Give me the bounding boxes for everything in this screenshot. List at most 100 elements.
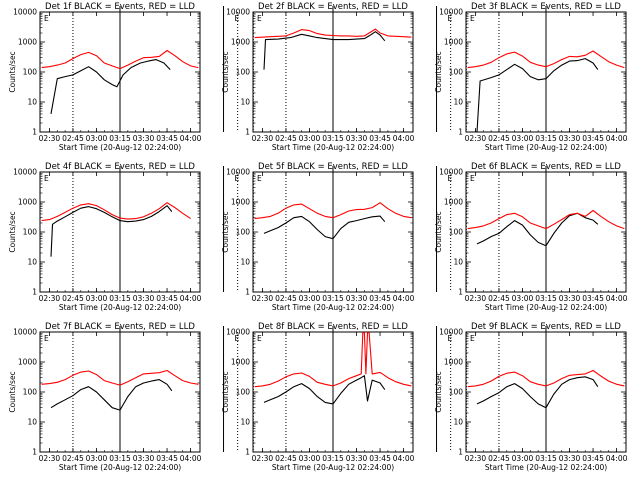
x-axis-label: Start Time (20-Aug-12 02:24:00) xyxy=(59,463,181,472)
x-tick-label: 03:30 xyxy=(133,134,155,143)
chart-panel: Det 7f BLACK = Events, RED = LLD11010010… xyxy=(8,322,254,472)
marker-label: E xyxy=(44,334,49,343)
y-tick-label: 10000 xyxy=(13,328,37,337)
x-tick-label: 03:45 xyxy=(156,294,178,303)
y-tick-label: 10000 xyxy=(439,8,463,17)
x-tick-label: 03:15 xyxy=(322,454,344,463)
x-tick-label: 03:00 xyxy=(512,134,534,143)
x-tick-label: 03:45 xyxy=(582,294,604,303)
x-tick-label: 03:30 xyxy=(346,454,368,463)
x-tick-label: 04:00 xyxy=(606,134,628,143)
x-tick-label: 03:30 xyxy=(133,294,155,303)
y-tick-label: 100 xyxy=(23,388,38,397)
y-tick-label: 100 xyxy=(449,68,464,77)
events-series-line xyxy=(263,215,386,240)
x-tick-label: 02:30 xyxy=(465,134,487,143)
y-tick-label: 10 xyxy=(453,98,463,107)
x-tick-label: 03:30 xyxy=(559,134,581,143)
x-tick-label: 03:00 xyxy=(299,294,321,303)
y-axis-label: Counts/sec xyxy=(434,51,443,92)
y-axis-label: Counts/sec xyxy=(8,51,17,92)
x-tick-label: 03:00 xyxy=(86,134,108,143)
chart-panel: Det 3f BLACK = Events, RED = LLD11010010… xyxy=(434,2,628,152)
y-tick-label: 10 xyxy=(27,418,37,427)
y-tick-label: 100 xyxy=(236,228,251,237)
x-tick-label: 02:30 xyxy=(465,294,487,303)
x-tick-label: 04:00 xyxy=(393,454,415,463)
lld-series-line xyxy=(41,49,199,70)
y-tick-label: 10 xyxy=(27,98,37,107)
x-tick-label: 04:00 xyxy=(180,134,202,143)
lld-series-line xyxy=(41,369,199,386)
x-tick-label: 02:45 xyxy=(488,294,510,303)
x-tick-label: 02:30 xyxy=(39,294,61,303)
y-tick-label: 10 xyxy=(453,258,463,267)
lld-series-line xyxy=(467,369,625,388)
y-axis-label: Counts/sec xyxy=(434,211,443,252)
marker-label: E xyxy=(257,334,262,343)
x-tick-label: 03:45 xyxy=(582,454,604,463)
x-tick-label: 02:45 xyxy=(275,134,297,143)
marker-label: E xyxy=(257,174,262,183)
x-tick-label: 03:15 xyxy=(322,134,344,143)
x-tick-label: 03:15 xyxy=(109,294,131,303)
x-tick-label: 03:15 xyxy=(535,454,557,463)
x-tick-label: 03:00 xyxy=(512,294,534,303)
events-series-line xyxy=(476,376,599,409)
x-axis-label: Start Time (20-Aug-12 02:24:00) xyxy=(59,303,181,312)
y-tick-label: 1000 xyxy=(18,358,37,367)
x-tick-label: 02:45 xyxy=(488,454,510,463)
x-tick-label: 03:00 xyxy=(86,454,108,463)
x-tick-label: 04:00 xyxy=(180,294,202,303)
y-tick-label: 1000 xyxy=(231,38,250,47)
x-tick-label: 04:00 xyxy=(606,294,628,303)
y-tick-label: 1 xyxy=(458,448,463,457)
x-tick-label: 03:15 xyxy=(109,454,131,463)
x-tick-label: 02:45 xyxy=(275,294,297,303)
lld-series-line xyxy=(254,28,412,39)
lld-series-line xyxy=(41,202,191,222)
y-tick-label: 100 xyxy=(23,228,38,237)
events-series-line xyxy=(50,59,171,114)
chart-panel: Det 8f BLACK = Events, RED = LLD11010010… xyxy=(221,322,467,472)
lld-series-line xyxy=(254,332,412,388)
x-tick-label: 03:45 xyxy=(582,134,604,143)
marker-label: E xyxy=(44,14,49,23)
x-tick-label: 03:15 xyxy=(109,134,131,143)
y-tick-label: 10000 xyxy=(439,328,463,337)
y-tick-label: 10000 xyxy=(13,8,37,17)
events-series-line xyxy=(50,205,173,257)
y-tick-label: 100 xyxy=(236,388,251,397)
x-tick-label: 03:30 xyxy=(559,454,581,463)
chart-panel: Det 9f BLACK = Events, RED = LLD11010010… xyxy=(434,322,628,472)
y-tick-label: 100 xyxy=(236,68,251,77)
y-tick-label: 100 xyxy=(23,68,38,77)
x-axis-label: Start Time (20-Aug-12 02:24:00) xyxy=(272,463,394,472)
y-axis-label: Counts/sec xyxy=(221,51,230,92)
x-tick-label: 04:00 xyxy=(393,294,415,303)
marker-label: E xyxy=(448,334,453,343)
x-tick-label: 02:45 xyxy=(275,454,297,463)
marker-label: E xyxy=(235,14,240,23)
y-tick-label: 1000 xyxy=(18,198,37,207)
y-tick-label: 10 xyxy=(240,98,250,107)
x-axis-label: Start Time (20-Aug-12 02:24:00) xyxy=(272,303,394,312)
events-series-line xyxy=(263,31,386,70)
x-tick-label: 03:45 xyxy=(156,134,178,143)
x-tick-label: 02:45 xyxy=(488,134,510,143)
chart-panel: Det 1f BLACK = Events, RED = LLD11010010… xyxy=(8,2,254,152)
y-tick-label: 1000 xyxy=(18,38,37,47)
y-tick-label: 1 xyxy=(245,288,250,297)
y-tick-label: 1 xyxy=(245,448,250,457)
x-tick-label: 03:45 xyxy=(156,454,178,463)
y-tick-label: 10 xyxy=(240,258,250,267)
y-tick-label: 10000 xyxy=(226,8,250,17)
y-axis-label: Counts/sec xyxy=(221,211,230,252)
x-tick-label: 02:30 xyxy=(39,134,61,143)
x-axis-label: Start Time (20-Aug-12 02:24:00) xyxy=(272,143,394,152)
chart-panel: Det 2f BLACK = Events, RED = LLD11010010… xyxy=(221,2,467,152)
x-tick-label: 03:30 xyxy=(133,454,155,463)
marker-label: E xyxy=(44,174,49,183)
